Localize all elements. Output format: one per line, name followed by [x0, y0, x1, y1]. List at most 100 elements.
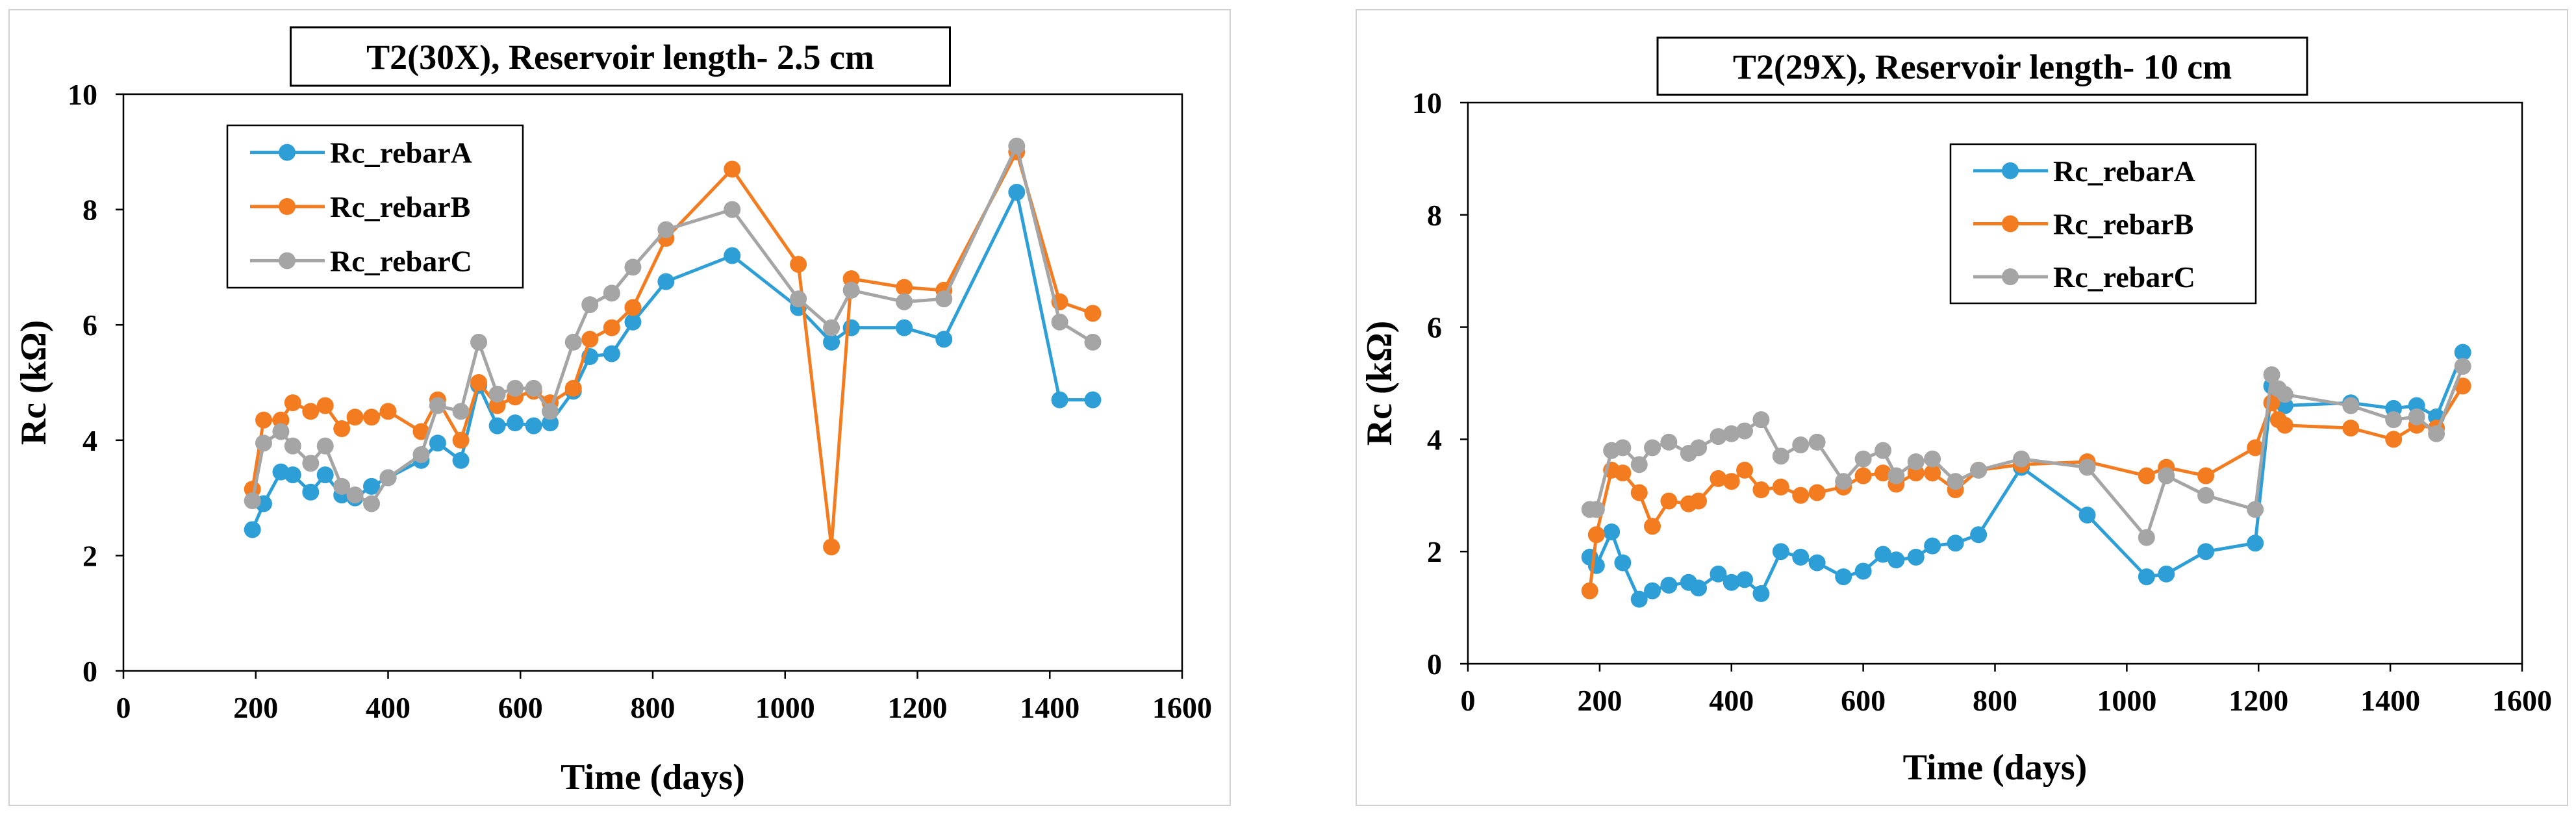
legend-label: Rc_rebarB — [2053, 208, 2193, 241]
data-point — [507, 379, 524, 397]
data-point — [488, 417, 506, 435]
x-tick-label: 400 — [1709, 684, 1754, 717]
legend-label: Rc_rebarC — [330, 244, 472, 277]
data-point — [1924, 450, 1941, 468]
data-point — [507, 414, 524, 432]
data-point — [284, 437, 301, 455]
data-point — [1587, 526, 1605, 544]
data-point — [564, 333, 582, 351]
data-point — [1614, 464, 1632, 482]
data-point — [2013, 450, 2030, 468]
data-point — [316, 437, 334, 455]
y-tick-label: 10 — [68, 78, 97, 111]
legend-item: Rc_rebarC — [1973, 260, 2195, 294]
data-point — [452, 431, 470, 449]
legend-item: Rc_rebarA — [250, 136, 472, 170]
y-tick-label: 4 — [1427, 423, 1442, 456]
x-axis-label: Time (days) — [561, 757, 745, 798]
data-point — [724, 201, 741, 218]
data-point — [1854, 562, 1872, 580]
data-point — [603, 345, 620, 362]
chart-title: T2(29X), Reservoir length- 10 cm — [1733, 47, 2232, 86]
data-point — [470, 333, 488, 351]
data-point — [316, 397, 334, 414]
data-point — [603, 319, 620, 336]
data-point — [272, 423, 290, 440]
x-tick-label: 600 — [1841, 684, 1886, 717]
data-point — [823, 333, 840, 351]
x-axis-label: Time (days) — [1903, 748, 2088, 788]
data-point — [823, 538, 840, 556]
data-point — [412, 423, 430, 440]
data-point — [452, 451, 470, 469]
legend-item: Rc_rebarC — [250, 244, 472, 277]
data-point — [2158, 565, 2175, 583]
y-axis-label: Rc (kΩ) — [1359, 321, 1400, 446]
data-point — [1723, 573, 1740, 591]
data-point — [1084, 305, 1102, 322]
data-point — [581, 331, 599, 348]
data-point — [1835, 473, 1852, 490]
data-point — [525, 417, 542, 435]
data-point — [2197, 543, 2215, 561]
data-point — [1947, 535, 1964, 552]
y-tick-label: 6 — [1427, 311, 1442, 344]
x-tick-label: 1000 — [755, 691, 815, 724]
x-tick-label: 1200 — [888, 691, 948, 724]
x-tick-label: 400 — [366, 691, 410, 724]
y-axis-label: Rc (kΩ) — [14, 320, 54, 446]
data-point — [1792, 436, 1810, 454]
data-point — [302, 483, 320, 501]
chart-2: 0 200 400 600 800 1000 1200 1400 1600 0 2 4 6 8 10 Time… — [1356, 9, 2568, 806]
chart-area-frame — [8, 9, 1231, 806]
y-tick-label: 0 — [82, 655, 97, 688]
data-point — [1587, 501, 1605, 518]
data-point — [1772, 478, 1789, 496]
chart-title-box — [290, 26, 951, 87]
data-point — [1736, 422, 1754, 440]
data-point — [1660, 433, 1678, 451]
data-point — [564, 379, 582, 397]
legend-marker — [2002, 268, 2019, 286]
x-tick-label: 1400 — [1020, 691, 1080, 724]
x-tick-label: 0 — [116, 691, 131, 724]
data-point — [255, 411, 272, 429]
data-point — [1772, 447, 1789, 465]
data-point — [284, 394, 301, 412]
data-point — [255, 435, 272, 452]
data-point — [525, 379, 542, 397]
data-point — [842, 281, 860, 299]
data-point — [1644, 439, 1661, 457]
series-Rc_rebarC — [244, 137, 1102, 512]
y-tick-label: 0 — [1427, 648, 1442, 681]
data-point — [1752, 585, 1770, 602]
data-point — [2385, 411, 2403, 429]
data-point — [724, 160, 741, 178]
data-point — [2385, 431, 2403, 448]
legend-label: Rc_rebarC — [2053, 260, 2195, 294]
legend-label: Rc_rebarA — [2053, 155, 2195, 188]
data-point — [2454, 358, 2471, 375]
data-point — [363, 495, 381, 512]
legend-marker — [279, 252, 296, 270]
data-point — [2342, 420, 2360, 437]
data-point — [2428, 425, 2445, 442]
data-point — [1970, 526, 1988, 544]
y-tick-label: 2 — [1427, 535, 1442, 568]
data-point — [1008, 137, 1026, 155]
data-point — [1888, 551, 1905, 569]
data-point — [1808, 484, 1826, 501]
data-point — [1792, 548, 1810, 566]
x-tick-label: 600 — [498, 691, 543, 724]
data-point — [2454, 344, 2471, 361]
data-point — [1947, 473, 1964, 490]
legend-item: Rc_rebarB — [1973, 208, 2193, 241]
x-tick-label: 1600 — [1152, 691, 1212, 724]
data-point — [1603, 523, 1621, 540]
data-point — [1970, 461, 1988, 479]
data-point — [1614, 439, 1632, 457]
data-point — [542, 414, 559, 432]
data-point — [1854, 450, 1872, 468]
data-point — [790, 290, 807, 308]
